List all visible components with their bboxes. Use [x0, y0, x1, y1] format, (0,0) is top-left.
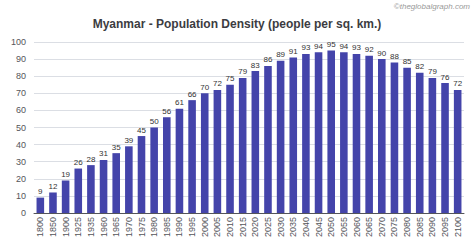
svg-text:2005: 2005: [212, 217, 222, 237]
svg-text:2050: 2050: [326, 217, 336, 237]
svg-text:92: 92: [365, 45, 374, 54]
svg-text:2030: 2030: [276, 217, 286, 237]
svg-text:0: 0: [21, 208, 26, 218]
svg-text:20: 20: [16, 174, 26, 184]
svg-text:100: 100: [11, 37, 26, 47]
svg-text:76: 76: [441, 73, 450, 82]
svg-text:2060: 2060: [352, 217, 362, 237]
svg-text:61: 61: [175, 98, 184, 107]
svg-text:Myanmar - Population Density (: Myanmar - Population Density (people per…: [93, 17, 382, 31]
svg-text:86: 86: [264, 55, 273, 64]
svg-text:2020: 2020: [250, 217, 260, 237]
svg-text:2015: 2015: [238, 217, 248, 237]
svg-text:10: 10: [16, 191, 26, 201]
svg-text:83: 83: [251, 61, 260, 70]
svg-text:94: 94: [314, 42, 323, 51]
svg-text:26: 26: [74, 158, 83, 167]
svg-text:39: 39: [124, 136, 133, 145]
svg-text:2085: 2085: [415, 217, 425, 237]
svg-text:1925: 1925: [73, 217, 83, 237]
svg-text:19: 19: [61, 170, 70, 179]
svg-text:88: 88: [390, 52, 399, 61]
svg-text:1970: 1970: [124, 217, 134, 237]
svg-text:1995: 1995: [187, 217, 197, 237]
svg-text:79: 79: [428, 67, 437, 76]
svg-text:2065: 2065: [364, 217, 374, 237]
svg-text:60: 60: [16, 105, 26, 115]
svg-text:70: 70: [16, 88, 26, 98]
svg-text:90: 90: [16, 54, 26, 64]
svg-text:72: 72: [453, 79, 462, 88]
svg-text:1900: 1900: [61, 217, 71, 237]
svg-text:70: 70: [200, 83, 209, 92]
svg-text:31: 31: [99, 149, 108, 158]
svg-text:72: 72: [213, 79, 222, 88]
svg-text:75: 75: [226, 74, 235, 83]
svg-text:80: 80: [16, 71, 26, 81]
svg-text:30: 30: [16, 157, 26, 167]
svg-text:40: 40: [16, 140, 26, 150]
svg-text:1980: 1980: [149, 217, 159, 237]
svg-text:1975: 1975: [137, 217, 147, 237]
svg-text:45: 45: [137, 126, 146, 135]
svg-text:©theglobalgraph.com: ©theglobalgraph.com: [394, 2, 471, 11]
svg-text:90: 90: [377, 49, 386, 58]
svg-text:9: 9: [38, 187, 43, 196]
svg-text:93: 93: [352, 43, 361, 52]
svg-text:50: 50: [150, 117, 159, 126]
svg-text:1850: 1850: [48, 217, 58, 237]
svg-text:1965: 1965: [111, 217, 121, 237]
svg-text:2100: 2100: [453, 217, 463, 237]
svg-text:56: 56: [162, 107, 171, 116]
svg-text:2055: 2055: [339, 217, 349, 237]
svg-text:82: 82: [415, 62, 424, 71]
svg-text:2035: 2035: [288, 217, 298, 237]
svg-text:89: 89: [276, 50, 285, 59]
svg-text:93: 93: [301, 43, 310, 52]
svg-text:2010: 2010: [225, 217, 235, 237]
svg-text:95: 95: [327, 40, 336, 49]
svg-text:12: 12: [49, 182, 58, 191]
svg-text:1990: 1990: [174, 217, 184, 237]
svg-text:91: 91: [289, 47, 298, 56]
svg-text:2090: 2090: [427, 217, 437, 237]
svg-text:94: 94: [339, 42, 348, 51]
svg-text:2070: 2070: [377, 217, 387, 237]
svg-text:2095: 2095: [440, 217, 450, 237]
svg-text:2080: 2080: [402, 217, 412, 237]
svg-text:50: 50: [16, 123, 26, 133]
svg-text:28: 28: [86, 155, 95, 164]
svg-text:35: 35: [112, 143, 121, 152]
svg-text:66: 66: [188, 90, 197, 99]
svg-text:2000: 2000: [200, 217, 210, 237]
svg-text:2025: 2025: [263, 217, 273, 237]
svg-text:2040: 2040: [301, 217, 311, 237]
svg-text:1935: 1935: [86, 217, 96, 237]
svg-text:1800: 1800: [35, 217, 45, 237]
svg-text:85: 85: [403, 57, 412, 66]
svg-text:79: 79: [238, 67, 247, 76]
svg-text:1985: 1985: [162, 217, 172, 237]
svg-text:1960: 1960: [99, 217, 109, 237]
svg-text:2075: 2075: [389, 217, 399, 237]
svg-text:2045: 2045: [314, 217, 324, 237]
